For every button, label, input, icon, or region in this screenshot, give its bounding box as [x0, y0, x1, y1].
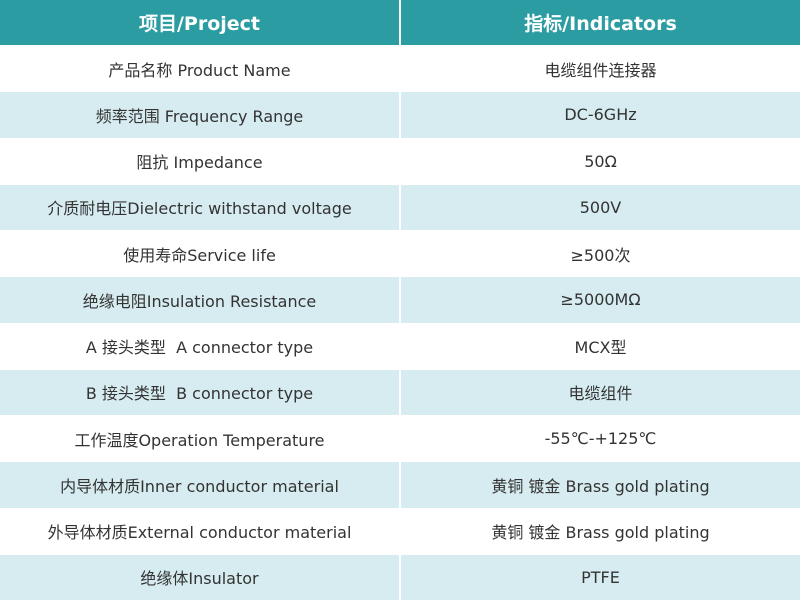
item-cell: 产品名称 Product Name — [0, 46, 400, 92]
indicator-cell: MCX型 — [400, 323, 800, 369]
table-row: 使用寿命Service life≥500次 — [0, 231, 800, 277]
item-cell: A 接头类型 A connector type — [0, 323, 400, 369]
item-cell: 使用寿命Service life — [0, 231, 400, 277]
item-cell: 阻抗 Impedance — [0, 138, 400, 184]
table-row: 绝缘电阻Insulation Resistance≥5000MΩ — [0, 277, 800, 323]
indicator-cell: ≥5000MΩ — [400, 277, 800, 323]
item-cell: 内导体材质Inner conductor material — [0, 462, 400, 508]
indicator-cell: 50Ω — [400, 138, 800, 184]
item-cell: 介质耐电压Dielectric withstand voltage — [0, 184, 400, 230]
indicator-cell: 黄铜 镀金 Brass gold plating — [400, 508, 800, 554]
item-cell: 工作温度Operation Temperature — [0, 416, 400, 462]
indicator-cell: -55℃-+125℃ — [400, 416, 800, 462]
indicator-cell: 电缆组件 — [400, 369, 800, 415]
indicator-cell: PTFE — [400, 554, 800, 600]
table-row: 工作温度Operation Temperature-55℃-+125℃ — [0, 416, 800, 462]
indicator-cell: 500V — [400, 184, 800, 230]
indicator-cell: 黄铜 镀金 Brass gold plating — [400, 462, 800, 508]
indicator-cell: DC-6GHz — [400, 92, 800, 138]
indicator-cell: ≥500次 — [400, 231, 800, 277]
indicator-cell: 电缆组件连接器 — [400, 46, 800, 92]
item-cell: 绝缘体Insulator — [0, 554, 400, 600]
item-cell: B 接头类型 B connector type — [0, 369, 400, 415]
table-header: 项目/Project 指标/Indicators — [0, 0, 800, 46]
header-cell: 项目/Project — [0, 0, 400, 46]
item-cell: 外导体材质External conductor material — [0, 508, 400, 554]
header-row: 项目/Project 指标/Indicators — [0, 0, 800, 46]
header-cell: 指标/Indicators — [400, 0, 800, 46]
item-cell: 绝缘电阻Insulation Resistance — [0, 277, 400, 323]
item-cell: 频率范围 Frequency Range — [0, 92, 400, 138]
